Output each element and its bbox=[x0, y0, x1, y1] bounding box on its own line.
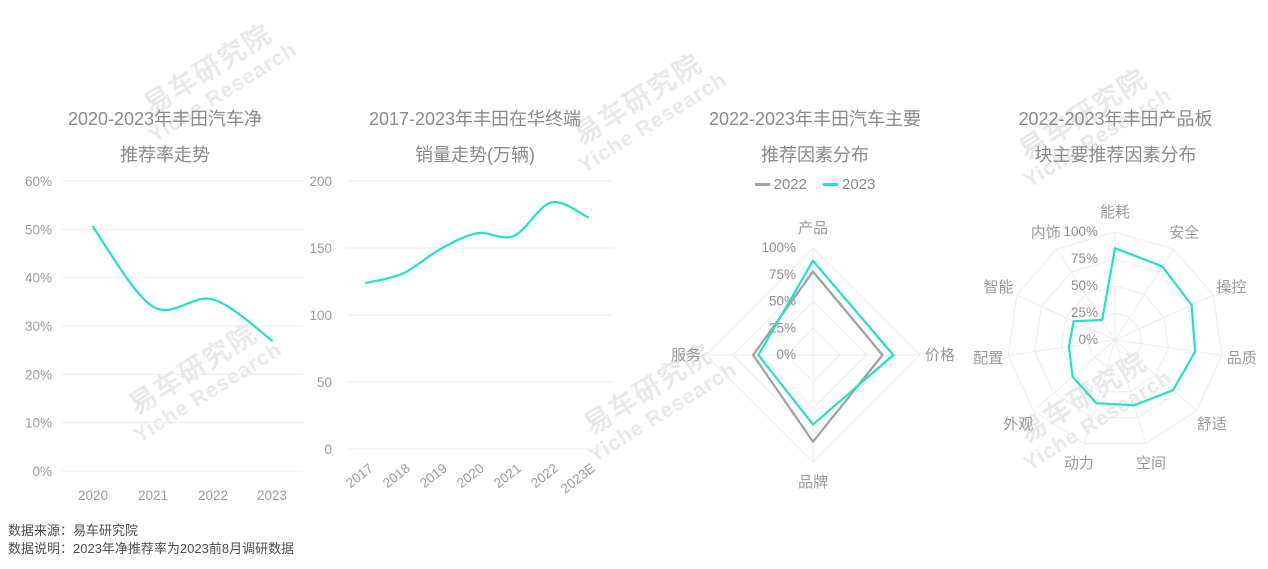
y-axis-tick-label: 30% bbox=[25, 319, 52, 334]
legend-dash-2023-icon bbox=[823, 183, 838, 186]
radar-ring-label: 75% bbox=[1071, 251, 1098, 266]
chart-title-line: 推荐因素分布 bbox=[761, 145, 869, 165]
radar-axis-label: 产品 bbox=[798, 220, 828, 237]
y-axis-tick-label: 50% bbox=[25, 222, 52, 237]
radar-spoke bbox=[1114, 339, 1197, 412]
y-axis-tick-label: 40% bbox=[25, 271, 52, 286]
radar-axis-label: 能耗 bbox=[1100, 204, 1130, 221]
line-chart-sales-trend: 0 50 100 150 200 2017 2018 2019 2020 2021 20222023… bbox=[309, 174, 613, 497]
radar-spoke bbox=[1056, 248, 1116, 341]
radar-spoke bbox=[1008, 339, 1116, 356]
radar-axis-label: 配置 bbox=[973, 350, 1003, 367]
y-axis-tick-label: 50 bbox=[317, 375, 332, 390]
radar-spoke bbox=[1114, 339, 1222, 356]
x-axis-category-label: 2021 bbox=[138, 488, 168, 503]
x-axis-category-label: 2018 bbox=[380, 461, 413, 491]
radar-axis-label: 品牌 bbox=[798, 474, 828, 491]
radar-axis-label: 品质 bbox=[1227, 350, 1257, 367]
radar-axis-label: 智能 bbox=[984, 278, 1014, 296]
x-axis-category-label: 2022 bbox=[198, 488, 228, 503]
chart-title-sales-trend: 2017-2023年丰田在华终端 销量走势(万辆) bbox=[320, 101, 630, 173]
radar-series-2022 bbox=[751, 270, 884, 443]
y-axis-tick-label: 100 bbox=[309, 308, 332, 323]
data-description-note: 数据说明：2023年净推荐率为2023前8月调研数据 bbox=[8, 541, 295, 556]
chart-title-line: 销量走势(万辆) bbox=[415, 145, 535, 165]
radar-axis-label: 舒适 bbox=[1197, 416, 1227, 433]
radar-axis-label: 安全 bbox=[1169, 223, 1199, 241]
radar-axis-label: 操控 bbox=[1216, 279, 1246, 296]
radar-axis-label: 价格 bbox=[925, 347, 955, 364]
radar-grid-ring bbox=[1060, 285, 1170, 393]
chart-title-line: 2022-2023年丰田产品板 bbox=[1018, 109, 1213, 129]
x-axis-category-label: 2019 bbox=[417, 461, 450, 491]
radar-spoke bbox=[1114, 248, 1174, 341]
radar-grid-ring bbox=[1087, 312, 1143, 367]
line-chart-nps-trend: 0% 10% 20% 30% 40% 50% 60% 2020 2021 2022 2023 bbox=[25, 174, 303, 503]
radar-axis-label: 内饰 bbox=[1031, 224, 1061, 241]
x-axis-category-label: 2017 bbox=[343, 461, 376, 491]
radar-grid-ring bbox=[1007, 231, 1223, 445]
data-source-note: 数据来源：易车研究院 bbox=[8, 523, 139, 538]
legend-item-2022: 2022 bbox=[754, 176, 807, 193]
footer-notes: 数据来源：易车研究院 数据说明：2023年净推荐率为2023前8月调研数据 bbox=[8, 522, 294, 558]
x-axis-category-label: 2020 bbox=[78, 488, 108, 503]
legend-label-2023: 2023 bbox=[842, 176, 876, 193]
radar-spoke bbox=[1033, 339, 1116, 412]
radar-spoke bbox=[1114, 339, 1146, 444]
x-axis-category-label: 2021 bbox=[491, 461, 524, 491]
radar-grid-ring bbox=[1034, 258, 1196, 419]
radar-axis-label: 动力 bbox=[1064, 455, 1094, 472]
radar-ring-label: 0% bbox=[776, 347, 796, 362]
x-axis-category-label: 2023 bbox=[257, 488, 287, 503]
series-line-nps-trend bbox=[91, 225, 274, 342]
radar-series-2023 bbox=[1067, 247, 1197, 407]
y-axis-tick-label: 20% bbox=[25, 367, 52, 382]
radar-axis-label: 服务 bbox=[671, 347, 701, 364]
series-line-sales-trend bbox=[364, 200, 590, 284]
x-axis-category-label: 2023E bbox=[558, 461, 598, 497]
radar-spoke bbox=[1114, 294, 1214, 341]
chart-title-line: 2020-2023年丰田汽车净 bbox=[67, 109, 263, 129]
radar-legend: 2022 2023 bbox=[660, 176, 970, 193]
y-axis-tick-label: 0 bbox=[324, 442, 332, 457]
legend-label-2022: 2022 bbox=[773, 176, 807, 193]
radar-axis-label: 空间 bbox=[1136, 455, 1166, 472]
y-axis-tick-label: 200 bbox=[309, 174, 332, 189]
chart-title-line: 2017-2023年丰田在华终端 bbox=[368, 109, 582, 129]
y-axis-tick-label: 10% bbox=[25, 416, 52, 431]
chart-title-nps-trend: 2020-2023年丰田汽车净 推荐率走势 bbox=[0, 101, 330, 173]
chart-title-line: 块主要推荐因素分布 bbox=[1034, 145, 1197, 165]
radar-axis-label: 外观 bbox=[1003, 416, 1033, 433]
chart-title-line: 推荐率走势 bbox=[120, 145, 210, 165]
radar-ring-label: 0% bbox=[1078, 332, 1098, 347]
radar-ring-label: 50% bbox=[1071, 278, 1098, 293]
x-axis-category-label: 2022 bbox=[528, 461, 561, 491]
radar-ring-label: 100% bbox=[1063, 224, 1098, 239]
radar-ring-label: 100% bbox=[761, 240, 796, 255]
radar-spoke bbox=[1016, 294, 1116, 341]
y-axis-tick-label: 0% bbox=[32, 464, 52, 479]
legend-dash-2022-icon bbox=[754, 183, 770, 186]
x-axis-category-label: 2020 bbox=[454, 461, 487, 491]
y-axis-tick-label: 60% bbox=[25, 174, 52, 189]
legend-item-2023: 2023 bbox=[823, 176, 875, 193]
y-axis-tick-label: 150 bbox=[309, 241, 332, 256]
radar-series-2023 bbox=[757, 259, 895, 426]
chart-title-line: 2022-2023年丰田汽车主要 bbox=[708, 109, 922, 129]
chart-title-factor-radar: 2022-2023年丰田汽车主要 推荐因素分布 bbox=[660, 101, 970, 173]
radar-ring-label: 25% bbox=[1071, 305, 1098, 320]
radar-spoke bbox=[1084, 339, 1116, 444]
radar-ring-label: 75% bbox=[769, 267, 796, 282]
chart-title-product-radar: 2022-2023年丰田产品板 块主要推荐因素分布 bbox=[963, 101, 1268, 173]
